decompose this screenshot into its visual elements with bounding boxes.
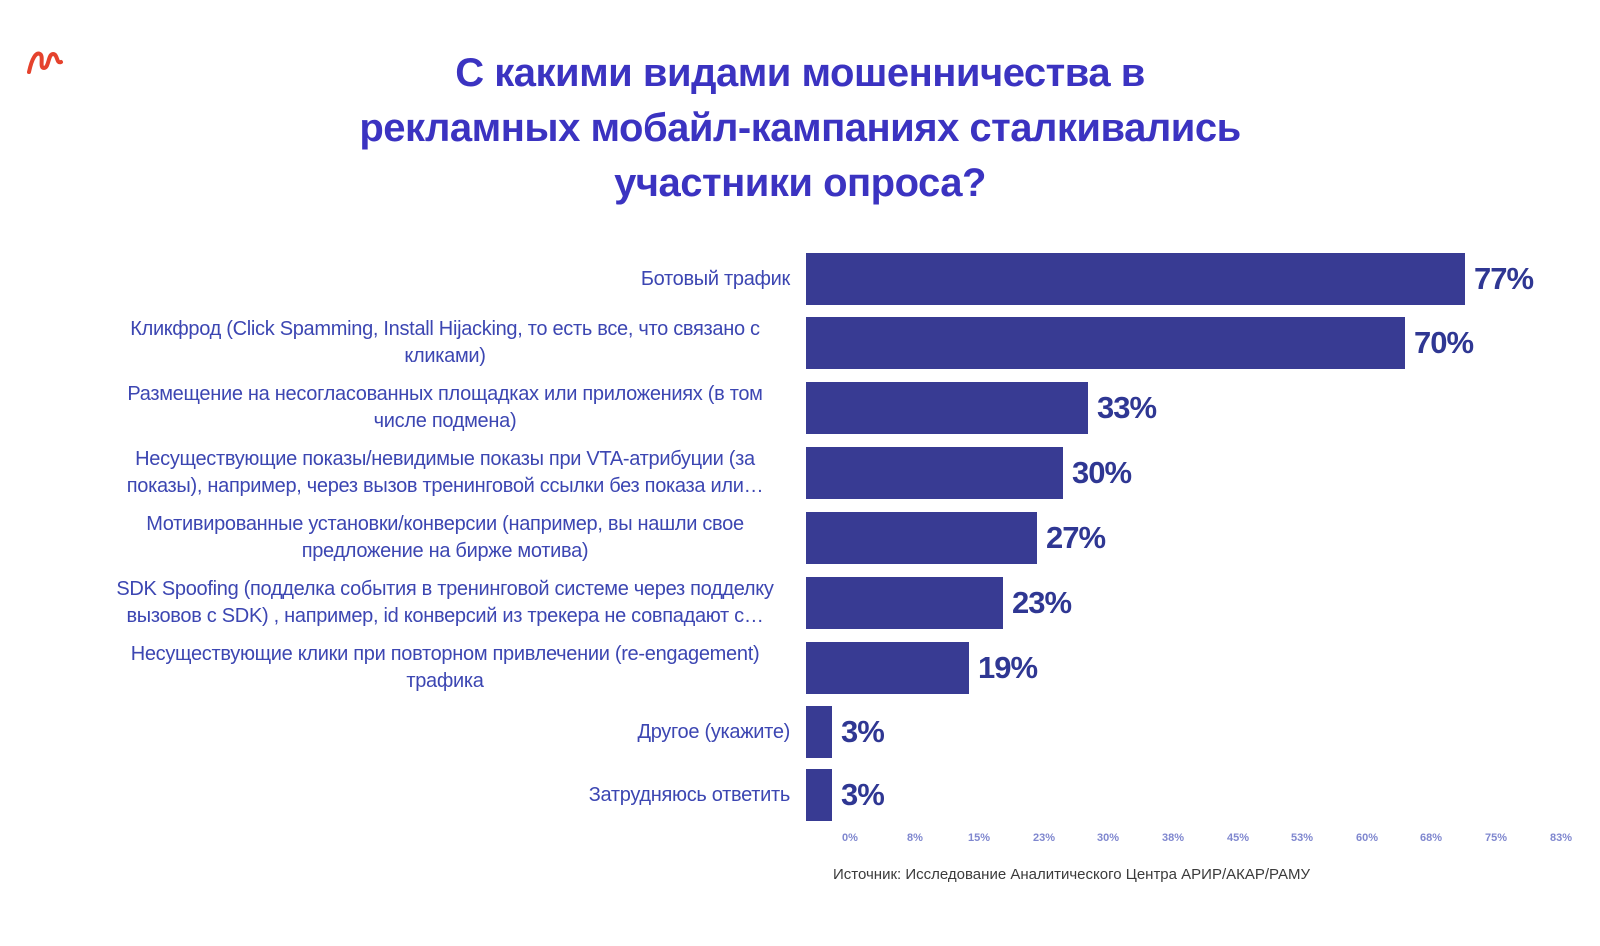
bar-zone: 77%	[806, 253, 1600, 305]
bar-value-label: 23%	[1012, 585, 1072, 620]
bar-value-label: 19%	[978, 650, 1038, 685]
bar	[806, 382, 1088, 434]
bar-value-label: 33%	[1097, 390, 1157, 425]
source-caption: Источник: Исследование Аналитического Це…	[833, 866, 1311, 883]
category-label: Мотивированные установки/конверсии (напр…	[146, 513, 744, 562]
bar-value-label: 30%	[1072, 455, 1132, 490]
category-label: Другое (укажите)	[637, 720, 790, 743]
bar	[806, 253, 1465, 305]
bar	[806, 317, 1405, 369]
bar	[806, 512, 1037, 564]
axis-tick-label: 0%	[842, 832, 858, 844]
bar-zone: 3%	[806, 769, 1600, 821]
category-label-cell: Мотивированные установки/конверсии (напр…	[40, 511, 806, 565]
chart-title: С какими видами мошенничества в рекламны…	[210, 46, 1390, 211]
bar-row: Несуществующие показы/невидимые показы п…	[40, 446, 1600, 500]
bar-value-label: 3%	[841, 714, 885, 749]
bar-zone: 30%	[806, 447, 1600, 499]
bar-value-label: 70%	[1414, 325, 1474, 360]
bar-value-label: 27%	[1046, 520, 1106, 555]
category-label-cell: Несуществующие показы/невидимые показы п…	[40, 446, 806, 500]
category-label: Размещение на несогласованных площадках …	[127, 383, 763, 432]
bar	[806, 769, 832, 821]
bar	[806, 447, 1063, 499]
axis-tick-label: 15%	[967, 832, 991, 844]
bar-zone: 33%	[806, 382, 1600, 434]
bar-row: Несуществующие клики при повторном привл…	[40, 641, 1600, 695]
bar-row: Затрудняюсь ответить 3%	[40, 769, 1600, 821]
category-label: Кликфрод (Click Spamming, Install Hijack…	[130, 318, 760, 367]
bar-value-label: 3%	[841, 777, 885, 812]
bar-chart: Ботовый трафик 77% Кликфрод (Click Spamm…	[0, 253, 1600, 883]
axis-tick-label: 30%	[1096, 832, 1120, 844]
axis-tick-label: 23%	[1032, 832, 1056, 844]
category-label-cell: Несуществующие клики при повторном привл…	[40, 641, 806, 695]
bar-row: Другое (укажите) 3%	[40, 706, 1600, 758]
axis-tick-label: 83%	[1549, 832, 1573, 844]
bar-value-label: 77%	[1474, 261, 1534, 296]
chart-title-line-1: С какими видами мошенничества в	[455, 51, 1145, 95]
x-axis: 0% 8% 15% 23% 30% 38% 45% 53% 60% 68% 75…	[842, 832, 1600, 848]
axis-tick-label: 68%	[1419, 832, 1443, 844]
bar-row: Ботовый трафик 77%	[40, 253, 1600, 305]
axis-tick-label: 8%	[907, 832, 923, 844]
category-label-cell: Другое (укажите)	[40, 719, 806, 746]
bar	[806, 642, 969, 694]
bar-zone: 3%	[806, 706, 1600, 758]
chart-title-line-3: участники опроса?	[614, 161, 986, 205]
bar-zone: 27%	[806, 512, 1600, 564]
category-label-cell: Затрудняюсь ответить	[40, 782, 806, 809]
axis-tick-label: 38%	[1161, 832, 1185, 844]
bar-row: SDK Spoofing (подделка события в тренинг…	[40, 576, 1600, 630]
category-label-cell: Размещение на несогласованных площадках …	[40, 381, 806, 435]
axis-tick-label: 60%	[1355, 832, 1379, 844]
bar-row: Размещение на несогласованных площадках …	[40, 381, 1600, 435]
bar-row: Кликфрод (Click Spamming, Install Hijack…	[40, 316, 1600, 370]
bar-zone: 23%	[806, 577, 1600, 629]
category-label-cell: Кликфрод (Click Spamming, Install Hijack…	[40, 316, 806, 370]
bar-zone: 19%	[806, 642, 1600, 694]
axis-tick-label: 75%	[1484, 832, 1508, 844]
axis-tick-label: 45%	[1226, 832, 1250, 844]
category-label: Несуществующие показы/невидимые показы п…	[126, 448, 764, 497]
chart-title-line-2: рекламных мобайл-кампаниях сталкивались	[359, 106, 1241, 150]
category-label: Несуществующие клики при повторном привл…	[130, 643, 760, 692]
category-label-cell: Ботовый трафик	[40, 266, 806, 293]
bar-row: Мотивированные установки/конверсии (напр…	[40, 511, 1600, 565]
bar-zone: 70%	[806, 317, 1600, 369]
red-corner-mark	[27, 51, 63, 74]
category-label: Ботовый трафик	[640, 267, 790, 290]
category-label: Затрудняюсь ответить	[588, 783, 791, 806]
category-label: SDK Spoofing (подделка события в тренинг…	[116, 578, 774, 627]
bar	[806, 577, 1003, 629]
axis-tick-label: 53%	[1290, 832, 1314, 844]
category-label-cell: SDK Spoofing (подделка события в тренинг…	[40, 576, 806, 630]
bar	[806, 706, 832, 758]
